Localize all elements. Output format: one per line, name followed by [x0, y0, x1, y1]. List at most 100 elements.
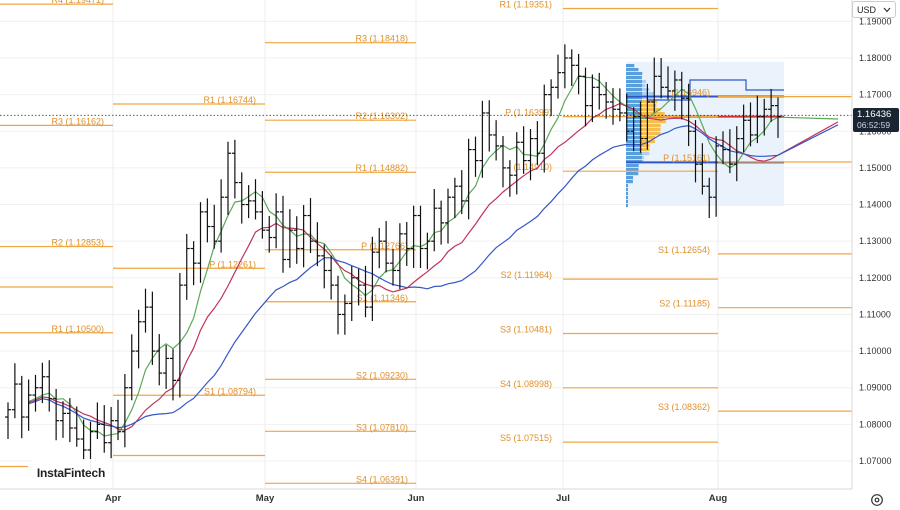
profile-bar [626, 204, 628, 208]
ohlc-bar [582, 67, 589, 127]
ohlc-bar [720, 131, 726, 165]
pivot-label: R2 (1.12853) [51, 238, 104, 248]
ohlc-bar [18, 375, 25, 439]
ohlc-bar [754, 95, 761, 144]
pivot-label: S3 (1.07810) [356, 422, 408, 432]
ohlc-bar [115, 399, 121, 441]
ohlc-bar [472, 136, 479, 177]
ohlc-bar [438, 200, 445, 245]
ohlc-bar [108, 406, 115, 459]
profile-bar [626, 196, 628, 200]
gear-icon [871, 494, 883, 506]
ohlc-bar [32, 374, 39, 412]
ohlc-bar [500, 136, 506, 188]
ohlc-bar [685, 83, 692, 147]
ohlc-bar [761, 98, 768, 136]
currency-selector[interactable]: USD [852, 1, 896, 18]
ohlc-bar [149, 291, 156, 365]
bar-countdown: 06:52:59 [857, 120, 891, 130]
profile-bar [626, 84, 642, 88]
profile-bar [642, 136, 656, 140]
ohlc-bar [410, 205, 417, 268]
ohlc-bar [259, 191, 266, 239]
ohlc-bar [25, 379, 32, 431]
ohlc-bar [658, 57, 665, 99]
pivot-label: S2 (1.09230) [356, 370, 408, 380]
ohlc-bar [135, 309, 142, 369]
chart-settings-button[interactable] [868, 491, 886, 509]
ohlc-bar [142, 288, 149, 333]
y-tick-label: 1.08000 [859, 419, 892, 429]
ohlc-bar [293, 216, 300, 264]
pivot-label: R1 (1.19351) [499, 0, 552, 10]
y-tick-label: 1.17000 [859, 90, 892, 100]
pivot-label: R1 (1.10500) [51, 324, 104, 334]
profile-bar [626, 188, 628, 192]
sma-slow-line [28, 124, 839, 429]
ohlc-bar [170, 349, 176, 401]
ohlc-bar [534, 121, 541, 166]
ohlc-bar [596, 72, 603, 110]
profile-bar [626, 92, 642, 96]
ohlc-bar [610, 88, 616, 125]
ohlc-bar [726, 129, 733, 174]
pivot-label: S3 (1.10481) [500, 324, 552, 334]
currency-label: USD [857, 4, 877, 15]
current-price-tag: 1.16436 06:52:59 [853, 108, 899, 132]
ohlc-bar [335, 275, 341, 335]
ohlc-bar [314, 222, 321, 267]
ohlc-bar [307, 198, 314, 253]
ohlc-bar [555, 54, 561, 99]
ohlc-bar [328, 255, 335, 300]
ohlc-bar [273, 193, 280, 249]
pivot-label: P (1.12261) [209, 259, 256, 269]
current-price: 1.16436 [857, 109, 892, 120]
ohlc-bar [176, 272, 183, 398]
ohlc-bar [637, 101, 644, 153]
profile-bar [626, 152, 642, 156]
profile-bar [642, 80, 647, 84]
pivot-label: R1 (1.16744) [203, 95, 256, 105]
ohlc-bar [156, 334, 163, 386]
ohlc-bar [692, 120, 699, 183]
pivot-label: S2 (1.11185) [659, 299, 710, 309]
ohlc-bar [403, 221, 410, 266]
profile-bar [626, 168, 639, 172]
profile-bar [626, 96, 642, 100]
ohlc-bar [665, 66, 671, 100]
ohlc-bar [80, 419, 87, 460]
ohlc-bar [651, 57, 658, 113]
ohlc-bar [321, 244, 328, 289]
ohlc-bar [197, 202, 204, 283]
ohlc-bar [163, 344, 170, 389]
ohlc-bar [396, 223, 403, 290]
profile-bar [642, 128, 661, 132]
pivot-label: P (1.16399) [505, 108, 552, 118]
chart-grid [0, 0, 852, 489]
pivot-label: S2 (1.11964) [501, 270, 552, 280]
ohlc-bar [623, 93, 630, 142]
ohlc-bar [280, 195, 286, 273]
pivot-label: S1 (1.12654) [658, 245, 710, 255]
ohlc-bar [245, 185, 252, 219]
y-tick-label: 1.15000 [859, 163, 892, 173]
chevron-down-icon [883, 7, 891, 12]
pivot-label: P (1.12766) [361, 241, 408, 251]
ohlc-bar [493, 120, 500, 161]
profile-bar [642, 84, 646, 88]
ohlc-bar [506, 160, 513, 197]
profile-bar [642, 148, 650, 152]
ohlc-bar [300, 205, 307, 268]
profile-bar [642, 88, 650, 92]
ohlc-bar [11, 363, 18, 419]
ohlc-bar [53, 388, 60, 441]
profile-bar [642, 108, 661, 112]
pivot-label: R3 (1.16162) [51, 116, 104, 126]
y-tick-label: 1.12000 [859, 273, 892, 283]
profile-bar [626, 104, 642, 108]
pivot-label: (1.16946) [671, 88, 710, 98]
ohlc-bar [431, 188, 438, 252]
ohlc-bar [362, 265, 369, 318]
